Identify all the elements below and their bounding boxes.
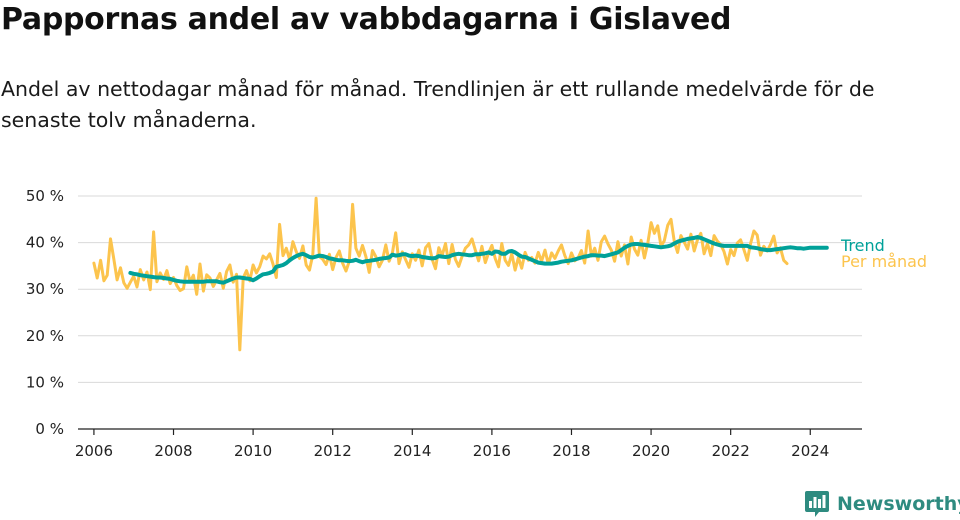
x-tick-label: 2016 xyxy=(473,442,511,460)
series-label-per-manad: Per månad xyxy=(841,252,927,271)
y-tick-label: 30 % xyxy=(26,280,64,298)
x-tick-label: 2010 xyxy=(234,442,272,460)
y-tick-label: 20 % xyxy=(26,327,64,345)
y-tick-label: 0 % xyxy=(35,420,64,438)
brand-logo: Newsworthy xyxy=(804,489,960,519)
x-tick-label: 2006 xyxy=(75,442,113,460)
x-tick-label: 2018 xyxy=(552,442,590,460)
series-line-per-manad xyxy=(92,196,789,352)
x-tick-label: 2012 xyxy=(314,442,352,460)
x-tick-label: 2024 xyxy=(791,442,829,460)
y-tick-label: 10 % xyxy=(26,373,64,391)
y-tick-label: 40 % xyxy=(26,234,64,252)
brand-name: Newsworthy xyxy=(837,493,960,515)
y-tick-label: 50 % xyxy=(26,187,64,205)
x-tick-label: 2020 xyxy=(632,442,670,460)
series-label-trend: Trend xyxy=(840,236,885,255)
newsworthy-logo-icon xyxy=(805,491,829,517)
chart-title: Pappornas andel av vabbdagarna i Gislave… xyxy=(1,2,732,37)
x-tick-label: 2022 xyxy=(712,442,750,460)
series-line-trend xyxy=(128,235,829,285)
x-tick-label: 2008 xyxy=(154,442,192,460)
chart-subtitle: Andel av nettodagar månad för månad. Tre… xyxy=(1,77,875,132)
x-tick-label: 2014 xyxy=(393,442,431,460)
